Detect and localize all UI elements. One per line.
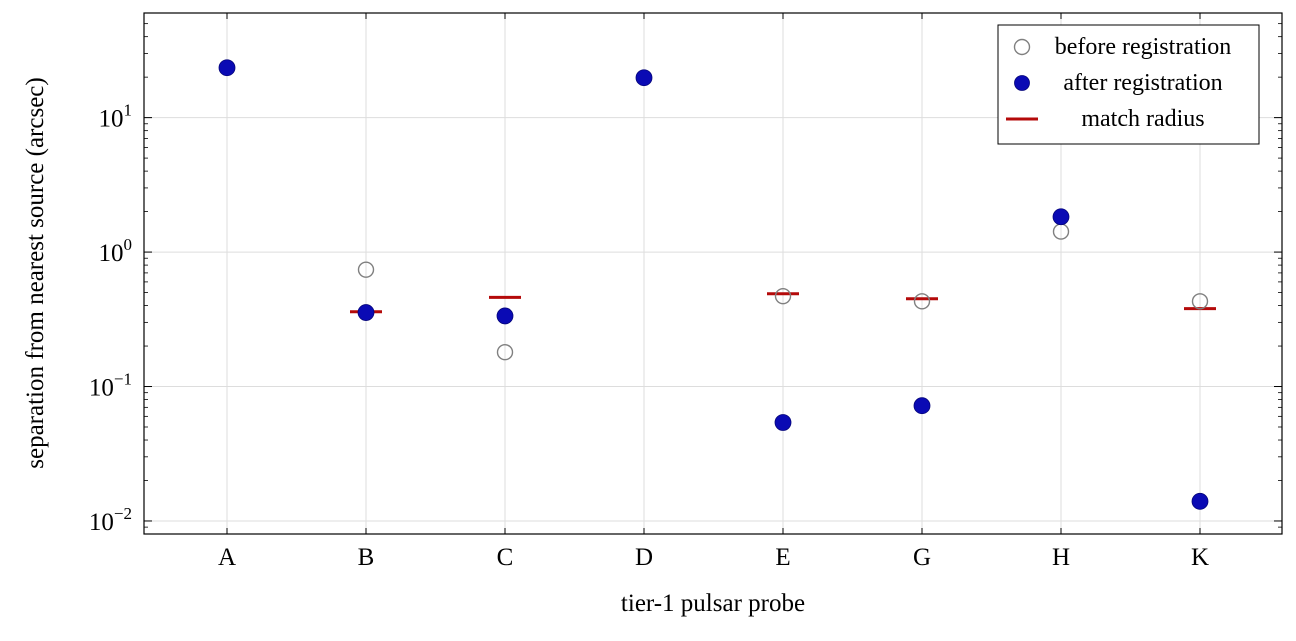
before-registration-point — [774, 287, 792, 305]
after-registration-point — [357, 304, 375, 321]
legend: before registration after registration m… — [997, 24, 1260, 145]
grid — [144, 13, 1282, 534]
after-registration-point — [635, 69, 653, 87]
x-tick-label: K — [1191, 544, 1209, 571]
y-tick-label: 10−2 — [89, 504, 132, 536]
before-registration-point — [1191, 293, 1209, 310]
x-tick-label: G — [913, 544, 931, 571]
x-tick-label: D — [635, 544, 653, 571]
legend-label-before: before registration — [1055, 34, 1232, 60]
before-registration-point — [496, 343, 514, 361]
y-tick-label: 10−1 — [89, 370, 132, 402]
after-registration-point — [913, 397, 931, 415]
legend-box — [997, 24, 1260, 145]
before-registration-point — [913, 293, 931, 310]
legend-marker-before — [1013, 38, 1031, 56]
y-tick-label: 100 — [99, 235, 133, 267]
after-registration-point — [774, 414, 792, 431]
after-registration-point — [218, 59, 236, 77]
ticks — [144, 12, 1282, 535]
after-registration-point — [1191, 492, 1209, 510]
before-registration-point — [357, 261, 375, 278]
after-registration-point — [496, 307, 514, 325]
x-axis-title: tier-1 pulsar probe — [621, 590, 805, 617]
x-tick-label: E — [775, 544, 790, 571]
x-tick-label: A — [218, 544, 236, 571]
y-axis-title: separation from nearest source (arcsec) — [22, 77, 49, 468]
y-tick-label: 101 — [99, 101, 133, 133]
tick-labels: A B C D E G H K 10−2 10−1 100 101 — [89, 101, 1209, 571]
legend-marker-after — [1014, 75, 1030, 91]
legend-label-after: after registration — [1063, 70, 1222, 96]
x-tick-label: B — [358, 544, 375, 571]
after-registration-point — [1052, 208, 1070, 226]
x-tick-label: H — [1052, 544, 1070, 571]
x-tick-label: C — [497, 544, 514, 571]
plot-frame — [143, 12, 1283, 535]
series-layer — [218, 59, 1216, 510]
legend-label-match-radius: match radius — [1081, 106, 1204, 132]
